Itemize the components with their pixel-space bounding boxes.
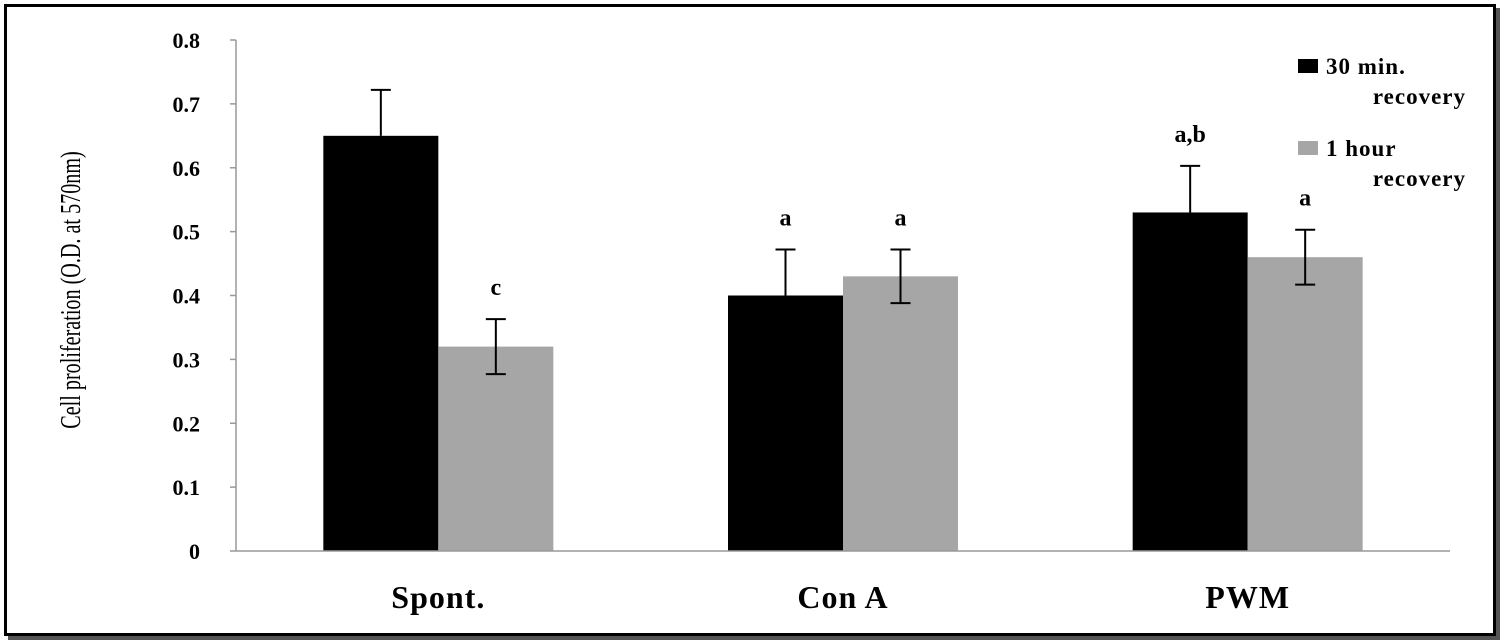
significance-annotation: a: [895, 206, 907, 232]
legend-label: 1 hour: [1326, 136, 1397, 161]
legend-label: recovery: [1373, 166, 1466, 191]
legend-swatch: [1298, 141, 1318, 155]
bars: c a a a,b a: [323, 88, 1363, 551]
bar-1hour: [438, 346, 554, 551]
y-tick-label: 0.3: [173, 347, 201, 372]
significance-annotation: a,b: [1174, 122, 1205, 148]
y-axis: 0 0.1 0.2 0.3 0.4 0.5 0.6 0.7 0.8: [173, 28, 237, 564]
legend-swatch: [1298, 59, 1318, 73]
legend: 30 min. recovery 1 hour recovery: [1298, 54, 1466, 191]
x-category-label: Spont.: [391, 579, 485, 615]
y-axis-title: Cell proliferation (O.D. at 570nm): [56, 151, 87, 428]
significance-annotation: a: [1299, 186, 1311, 212]
y-tick-label: 0.2: [173, 411, 201, 436]
legend-label: recovery: [1373, 84, 1466, 109]
y-tick-label: 0.6: [173, 156, 201, 181]
significance-annotation: c: [491, 275, 502, 301]
y-tick-label: 0.5: [173, 220, 201, 245]
significance-annotation: a: [780, 206, 792, 232]
bar-1hour: [843, 276, 958, 551]
bar-1hour: [1247, 257, 1363, 551]
bar-30min: [728, 295, 843, 551]
y-tick-label: 0.8: [173, 28, 201, 53]
y-tick-label: 0: [189, 539, 200, 564]
bar-30min: [1132, 212, 1248, 551]
bar-30min: [323, 135, 439, 551]
legend-label: 30 min.: [1326, 54, 1406, 79]
y-tick-label: 0.1: [173, 475, 201, 500]
y-tick-label: 0.4: [173, 284, 201, 309]
x-category-label: PWM: [1205, 579, 1290, 615]
y-tick-label: 0.7: [173, 92, 201, 117]
x-category-label: Con A: [797, 579, 888, 615]
x-axis: Spont. Con A PWM: [236, 550, 1450, 615]
